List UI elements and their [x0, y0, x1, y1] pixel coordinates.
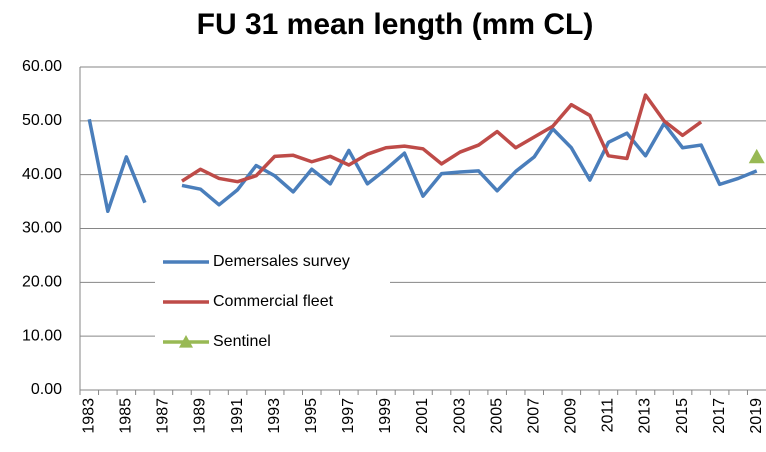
- x-tick-label: 2001: [414, 398, 431, 434]
- data-line: [87, 118, 147, 214]
- data-line: [181, 93, 703, 184]
- y-tick-label: 30.00: [22, 220, 62, 237]
- x-tick-label: 2009: [563, 398, 580, 434]
- x-tick-label: 1989: [192, 398, 209, 434]
- x-tick-label: 2013: [637, 398, 654, 434]
- x-tick-label: 1987: [155, 398, 172, 434]
- legend-label: Demersales survey: [213, 253, 350, 270]
- x-tick-label: 1997: [340, 398, 357, 434]
- x-tick-label: 1985: [118, 398, 135, 434]
- y-tick-label: 0.00: [31, 381, 62, 398]
- x-tick-label: 2003: [451, 398, 468, 434]
- x-tick-label: 2017: [711, 398, 728, 434]
- y-tick-label: 20.00: [22, 274, 62, 291]
- x-tick-label: 1983: [80, 398, 97, 434]
- legend-label: Sentinel: [213, 333, 271, 350]
- x-tick-label: 2007: [525, 398, 542, 434]
- x-tick-label: 2015: [674, 398, 691, 434]
- y-tick-label: 10.00: [22, 327, 62, 344]
- x-tick-label: 1995: [303, 398, 320, 434]
- legend-marker: [179, 335, 193, 348]
- y-tick-label: 40.00: [22, 166, 62, 183]
- x-tick-label: 2005: [488, 398, 505, 434]
- data-marker: [748, 148, 765, 164]
- legend-label: Commercial fleet: [213, 293, 334, 310]
- x-tick-label: 1991: [229, 398, 246, 434]
- data-line: [181, 121, 758, 207]
- x-tick-label: 2011: [600, 398, 617, 433]
- x-tick-label: 1993: [266, 398, 283, 434]
- chart-title: FU 31 mean length (mm CL): [197, 8, 594, 41]
- x-tick-label: 1999: [377, 398, 394, 434]
- x-tick-label: 2019: [748, 398, 765, 434]
- y-tick-label: 50.00: [22, 112, 62, 129]
- y-tick-label: 60.00: [22, 58, 62, 75]
